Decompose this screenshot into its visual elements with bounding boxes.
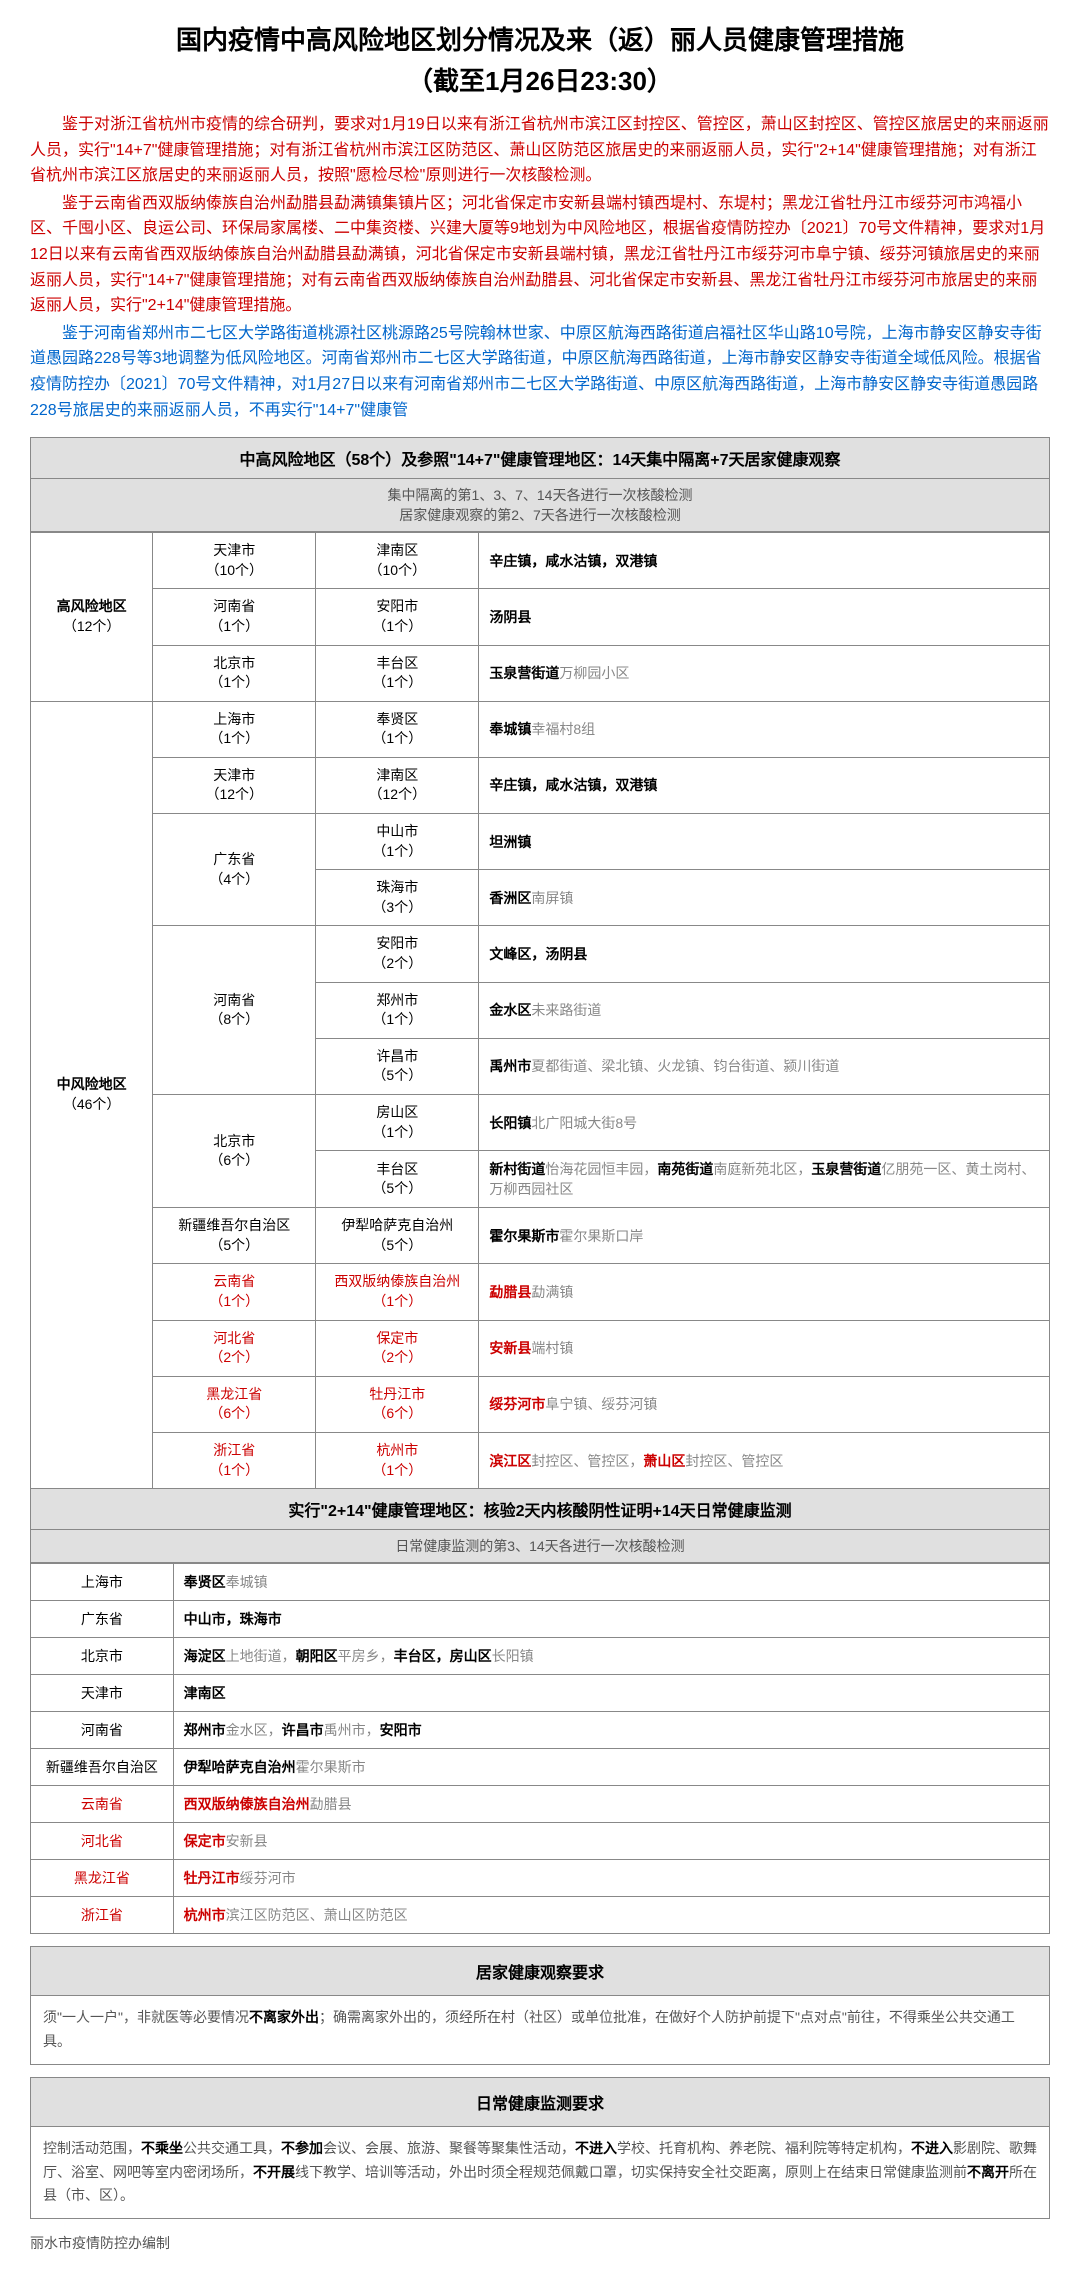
table-row: 广东省中山市，珠海市 [31, 1601, 1050, 1638]
table-row: 上海市奉贤区奉城镇 [31, 1564, 1050, 1601]
table-row: 河南省郑州市金水区，许昌市禹州市，安阳市 [31, 1712, 1050, 1749]
page-subtitle: （截至1月26日23:30） [30, 61, 1050, 98]
table-row: 河南省（1个）安阳市（1个）汤阴县 [31, 589, 1050, 645]
section1-sub: 集中隔离的第1、3、7、14天各进行一次核酸检测居家健康观察的第2、7天各进行一… [30, 479, 1050, 532]
section2-sub: 日常健康监测的第3、14天各进行一次核酸检测 [30, 1530, 1050, 1563]
paragraph-1: 鉴于对浙江省杭州市疫情的综合研判，要求对1月19日以来有浙江省杭州市滨江区封控区… [30, 112, 1050, 189]
table-row: 北京市（1个）丰台区（1个）玉泉营街道万柳园小区 [31, 645, 1050, 701]
table-row: 天津市（12个）津南区（12个）辛庄镇，咸水沽镇，双港镇 [31, 757, 1050, 813]
req1-title: 居家健康观察要求 [30, 1946, 1050, 1996]
table-row: 黑龙江省牡丹江市绥芬河市 [31, 1860, 1050, 1897]
section2-header: 实行"2+14"健康管理地区：核验2天内核酸阴性证明+14天日常健康监测 [30, 1488, 1050, 1530]
risk-table: 高风险地区（12个）天津市（10个）津南区（10个）辛庄镇，咸水沽镇，双港镇河南… [30, 532, 1050, 1489]
table-row: 黑龙江省（6个）牡丹江市（6个）绥芬河市阜宁镇、绥芬河镇 [31, 1376, 1050, 1432]
table-row: 浙江省杭州市滨江区防范区、萧山区防范区 [31, 1897, 1050, 1934]
table-row: 北京市（6个）房山区（1个）长阳镇北广阳城大街8号 [31, 1095, 1050, 1151]
page-title: 国内疫情中高风险地区划分情况及来（返）丽人员健康管理措施 [30, 20, 1050, 57]
req2-title: 日常健康监测要求 [30, 2077, 1050, 2127]
table-row: 浙江省（1个）杭州市（1个）滨江区封控区、管控区，萧山区封控区、管控区 [31, 1432, 1050, 1488]
req1-body: 须"一人一户"，非就医等必要情况不离家外出；确需离家外出的，须经所在村（社区）或… [30, 1996, 1050, 2065]
table-row: 云南省西双版纳傣族自治州勐腊县 [31, 1786, 1050, 1823]
table-row: 广东省（4个）中山市（1个）坦洲镇 [31, 814, 1050, 870]
req2-body: 控制活动范围，不乘坐公共交通工具，不参加会议、会展、旅游、聚餐等聚集性活动，不进… [30, 2127, 1050, 2219]
monitor-table: 上海市奉贤区奉城镇广东省中山市，珠海市北京市海淀区上地街道，朝阳区平房乡，丰台区… [30, 1563, 1050, 1934]
footer: 丽水市疫情防控办编制 [30, 2233, 1050, 2253]
paragraph-3: 鉴于河南省郑州市二七区大学路街道桃源社区桃源路25号院翰林世家、中原区航海西路街… [30, 321, 1050, 423]
section1-header: 中高风险地区（58个）及参照"14+7"健康管理地区：14天集中隔离+7天居家健… [30, 437, 1050, 479]
table-row: 高风险地区（12个）天津市（10个）津南区（10个）辛庄镇，咸水沽镇，双港镇 [31, 533, 1050, 589]
table-row: 云南省（1个）西双版纳傣族自治州（1个）勐腊县勐满镇 [31, 1264, 1050, 1320]
table-row: 河南省（8个）安阳市（2个）文峰区，汤阴县 [31, 926, 1050, 982]
table-row: 河北省（2个）保定市（2个）安新县端村镇 [31, 1320, 1050, 1376]
table-row: 河北省保定市安新县 [31, 1823, 1050, 1860]
table-row: 北京市海淀区上地街道，朝阳区平房乡，丰台区，房山区长阳镇 [31, 1638, 1050, 1675]
table-row: 新疆维吾尔自治区伊犁哈萨克自治州霍尔果斯市 [31, 1749, 1050, 1786]
table-row: 中风险地区（46个）上海市（1个）奉贤区（1个）奉城镇幸福村8组 [31, 701, 1050, 757]
paragraph-2: 鉴于云南省西双版纳傣族自治州勐腊县勐满镇集镇片区；河北省保定市安新县端村镇西堤村… [30, 191, 1050, 319]
table-row: 天津市津南区 [31, 1675, 1050, 1712]
table-row: 新疆维吾尔自治区（5个）伊犁哈萨克自治州（5个）霍尔果斯市霍尔果斯口岸 [31, 1208, 1050, 1264]
